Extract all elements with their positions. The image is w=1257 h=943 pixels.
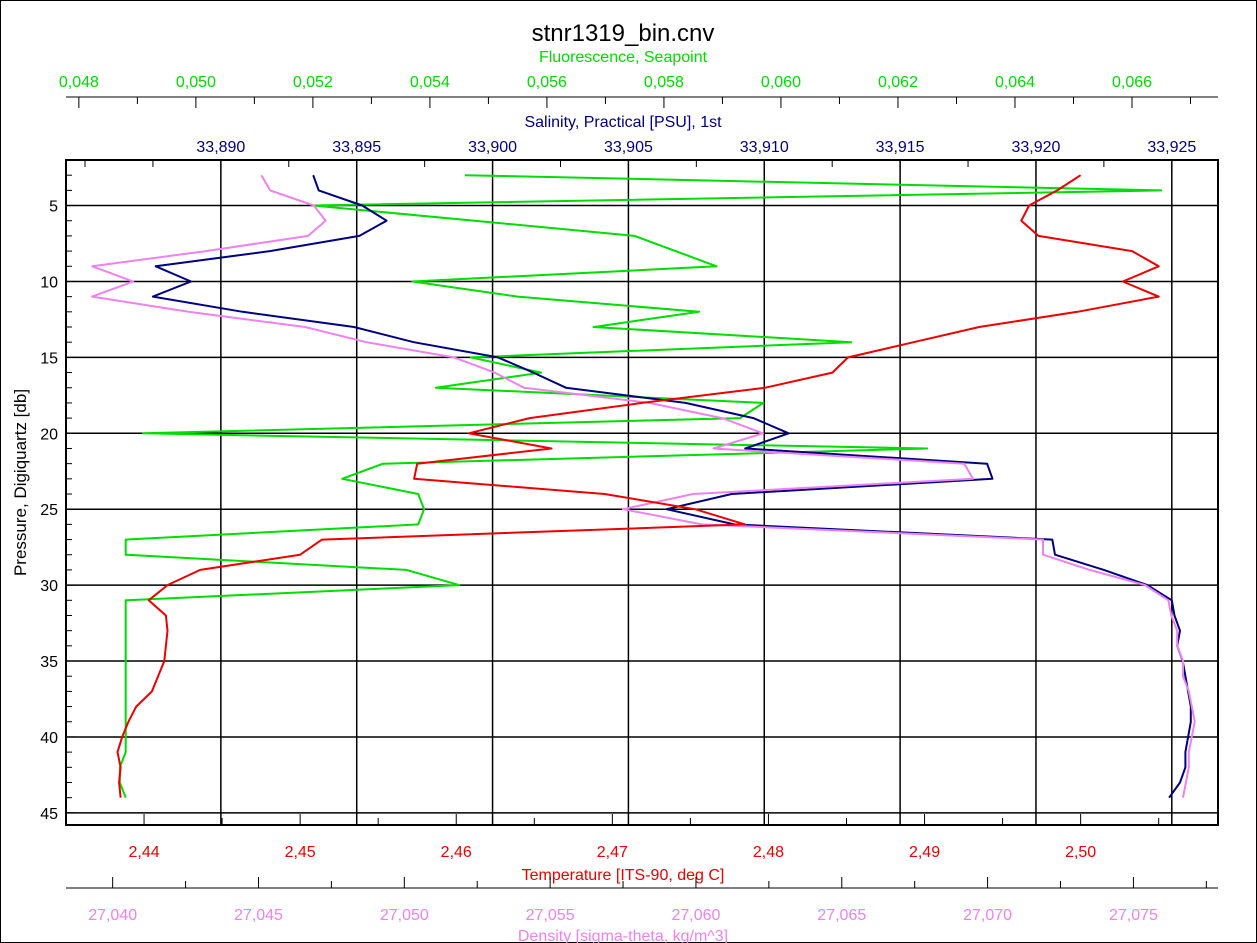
fluorescence-tick-label: 0,052 <box>293 74 333 91</box>
density-series-line <box>91 174 1196 798</box>
y-tick-label: 15 <box>40 350 58 367</box>
temperature-tick-label: 2,44 <box>128 844 159 861</box>
density-tick-label: 27,070 <box>963 907 1012 924</box>
fluorescence-tick-label: 0,066 <box>1112 74 1152 91</box>
salinity-tick-label: 33,915 <box>876 139 925 156</box>
density-tick-label: 27,040 <box>88 907 137 924</box>
salinity-tick-label: 33,910 <box>740 139 789 156</box>
fluorescence-tick-label: 0,062 <box>878 74 918 91</box>
y-tick-label: 20 <box>40 426 58 443</box>
plot-area <box>65 159 1219 826</box>
fluorescence-tick-label: 0,050 <box>176 74 216 91</box>
y-tick-label: 25 <box>40 502 58 519</box>
density-tick-label: 27,055 <box>526 907 575 924</box>
fluorescence-tick-label: 0,056 <box>527 74 567 91</box>
temperature-axis-label: Temperature [ITS-90, deg C] <box>522 867 725 884</box>
salinity-tick-label: 33,905 <box>604 139 653 156</box>
salinity-tick-label: 33,925 <box>1147 139 1196 156</box>
fluorescence-tick-label: 0,060 <box>761 74 801 91</box>
fluorescence-series-line <box>118 174 1163 799</box>
y-tick-label: 35 <box>40 654 58 671</box>
density-tick-label: 27,060 <box>671 907 720 924</box>
density-tick-label: 27,050 <box>380 907 429 924</box>
density-tick-label: 27,075 <box>1109 907 1158 924</box>
density-axis-label: Density [sigma-theta, kg/m^3] <box>518 928 728 943</box>
y-tick-label: 40 <box>40 730 58 747</box>
salinity-tick-label: 33,920 <box>1011 139 1060 156</box>
y-tick-label: 5 <box>49 199 58 216</box>
salinity-tick-label: 33,900 <box>468 139 517 156</box>
density-tick-label: 27,045 <box>234 907 283 924</box>
y-tick-label: 10 <box>40 274 58 291</box>
temperature-tick-label: 2,50 <box>1065 844 1096 861</box>
fluorescence-tick-label: 0,054 <box>410 74 450 91</box>
temperature-tick-label: 2,45 <box>285 844 316 861</box>
fluorescence-tick-label: 0,064 <box>995 74 1035 91</box>
temperature-tick-label: 2,48 <box>753 844 784 861</box>
fluorescence-axis-label: Fluorescence, Seapoint <box>539 49 708 66</box>
fluorescence-tick-label: 0,058 <box>644 74 684 91</box>
salinity-tick-label: 33,895 <box>332 139 381 156</box>
salinity-axis-label: Salinity, Practical [PSU], 1st <box>524 114 722 131</box>
temperature-series-line <box>116 174 1160 798</box>
y-tick-label: 30 <box>40 578 58 595</box>
y-tick-label: 45 <box>40 806 58 823</box>
density-tick-label: 27,065 <box>817 907 866 924</box>
temperature-tick-label: 2,47 <box>597 844 628 861</box>
fluorescence-tick-label: 0,048 <box>59 74 99 91</box>
temperature-tick-label: 2,49 <box>909 844 940 861</box>
salinity-tick-label: 33,890 <box>196 139 245 156</box>
temperature-tick-label: 2,46 <box>441 844 472 861</box>
y-axis-label: Pressure, Digiquartz [db] <box>11 389 30 576</box>
chart-title: stnr1319_bin.cnv <box>532 20 715 47</box>
